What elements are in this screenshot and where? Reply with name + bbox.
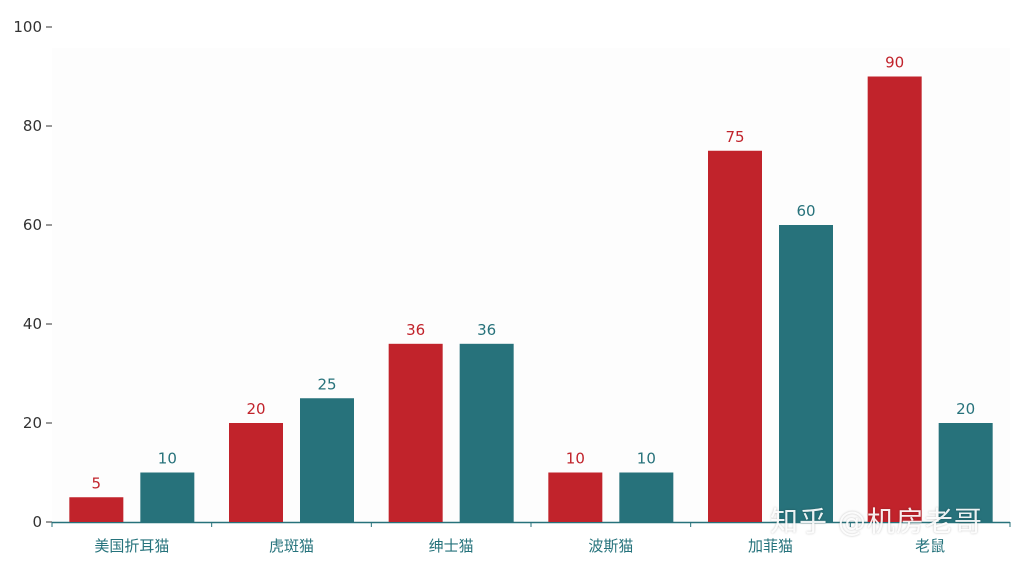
bar[interactable] (140, 472, 195, 523)
data-label: 10 (158, 450, 177, 468)
data-label: 5 (92, 474, 102, 492)
data-label: 25 (317, 375, 336, 393)
bar[interactable] (69, 497, 124, 522)
data-label: 36 (406, 321, 425, 339)
y-tick-label: 80 (23, 117, 42, 135)
bar[interactable] (300, 398, 354, 522)
plot-background (52, 48, 1010, 522)
y-tick-label: 40 (23, 315, 42, 333)
data-label: 20 (246, 400, 265, 418)
x-tick-label: 波斯猫 (588, 537, 633, 555)
bar[interactable] (779, 225, 833, 522)
x-tick-label: 老鼠 (915, 537, 945, 555)
bar[interactable] (619, 472, 674, 523)
x-tick-label: 绅士猫 (429, 537, 474, 555)
data-label: 60 (796, 202, 815, 220)
x-tick-label: 加菲猫 (748, 537, 793, 555)
bar[interactable] (867, 76, 922, 523)
bar[interactable] (548, 472, 603, 523)
x-tick-label: 虎斑猫 (269, 537, 314, 555)
y-tick-label: 60 (23, 216, 42, 234)
bar[interactable] (388, 343, 443, 522)
bar[interactable] (459, 343, 514, 522)
x-axis: 美国折耳猫 虎斑猫 绅士猫 波斯猫 加菲猫 老鼠 (51, 521, 1011, 555)
bar[interactable] (938, 423, 993, 522)
y-tick-label: 20 (23, 414, 42, 432)
y-tick-label: 100 (13, 18, 42, 36)
bars (69, 76, 993, 523)
data-label: 75 (725, 128, 744, 146)
data-label: 90 (885, 54, 904, 72)
y-axis: 0 20 40 60 80 100 (13, 18, 52, 531)
y-tick-label: 0 (32, 513, 42, 531)
data-label: 36 (477, 321, 496, 339)
bar[interactable] (708, 150, 762, 522)
data-label: 20 (956, 400, 975, 418)
data-label: 10 (566, 450, 585, 468)
data-label: 10 (637, 450, 656, 468)
bar[interactable] (229, 423, 283, 522)
x-tick-label: 美国折耳猫 (94, 537, 169, 555)
data-labels: 5 10 20 25 36 36 10 10 75 60 90 20 (92, 54, 976, 493)
